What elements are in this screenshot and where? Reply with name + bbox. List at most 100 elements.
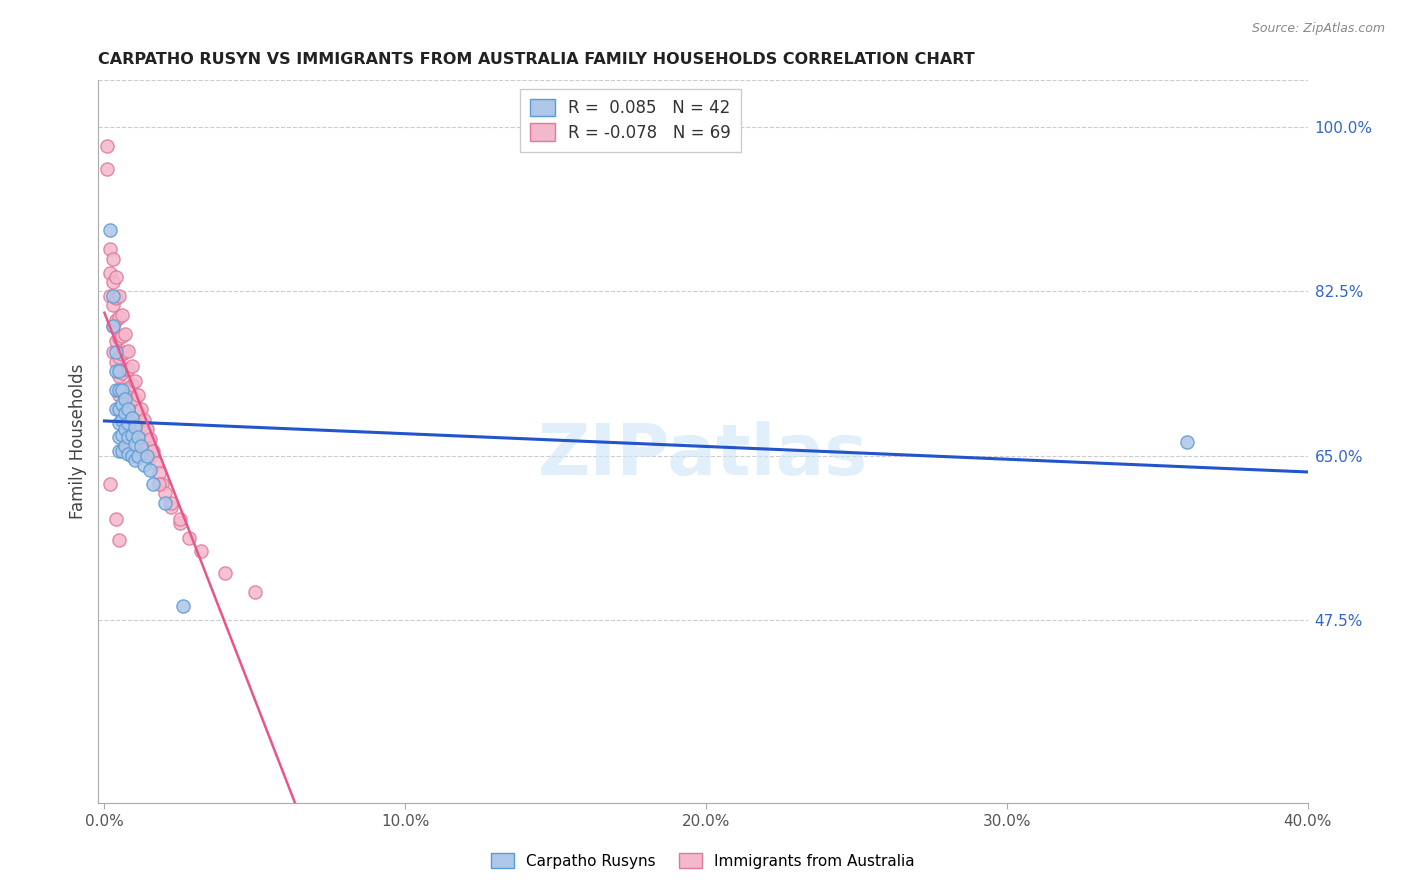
Point [111,347,134,361]
Point [100,289,122,303]
Point [105,355,128,369]
Point [103,289,125,303]
Point [129,401,152,416]
Point [190,544,212,558]
Y-axis label: Family Households: Family Households [69,364,87,519]
Point [138,432,160,446]
Point [103,298,125,312]
Point [127,387,149,401]
Point [172,599,194,613]
Point [117,447,139,461]
Point [148,476,170,491]
Point [117,401,139,416]
Point [117,343,139,358]
Point [132,413,155,427]
Point [142,476,165,491]
Point [135,449,157,463]
Point [132,432,155,446]
Point [108,401,131,416]
Point [100,476,122,491]
Point [105,312,128,326]
Point [145,456,167,470]
Point [124,392,146,407]
Point [105,512,128,526]
Point [105,364,128,378]
Point [138,463,160,477]
Point [142,444,165,458]
Point [124,420,146,434]
Point [1175,434,1198,449]
Point [108,364,131,378]
Point [129,439,152,453]
Point [117,416,139,430]
Point [169,516,191,531]
Point [159,500,181,515]
Point [114,392,136,407]
Point [105,291,128,305]
Point [111,397,134,411]
Point [111,366,134,380]
Point [129,437,152,451]
Point [111,308,134,322]
Point [103,319,125,334]
Point [100,242,122,256]
Point [103,319,125,334]
Point [124,374,146,388]
Point [108,430,131,444]
Point [135,441,157,455]
Point [132,458,155,472]
Point [114,406,136,420]
Point [108,368,131,383]
Point [111,328,134,343]
Point [117,397,139,411]
Point [103,275,125,289]
Point [114,326,136,341]
Point [105,401,128,416]
Point [111,428,134,442]
Point [121,428,143,442]
Point [114,345,136,359]
Point [214,566,236,580]
Point [135,422,157,436]
Point [111,444,134,458]
Point [111,383,134,397]
Point [127,405,149,419]
Point [138,450,160,465]
Point [127,449,149,463]
Point [121,396,143,410]
Point [121,378,143,392]
Point [121,359,143,374]
Point [114,362,136,376]
Point [117,362,139,376]
Point [148,466,170,480]
Point [108,350,131,364]
Point [150,476,173,491]
Point [124,437,146,451]
Point [243,584,266,599]
Text: Source: ZipAtlas.com: Source: ZipAtlas.com [1251,22,1385,36]
Point [100,266,122,280]
Point [96,162,118,177]
Point [117,430,139,444]
Point [177,531,200,545]
Point [105,383,128,397]
Point [121,449,143,463]
Text: ZIPatlas: ZIPatlas [538,422,868,491]
Point [105,270,128,285]
Point [114,439,136,453]
Point [108,387,131,401]
Point [96,139,118,153]
Legend: Carpatho Rusyns, Immigrants from Australia: Carpatho Rusyns, Immigrants from Austral… [485,847,921,875]
Point [100,223,122,237]
Point [159,495,181,509]
Point [103,345,125,359]
Point [114,422,136,436]
Point [124,409,146,424]
Point [127,422,149,436]
Point [153,495,176,509]
Point [121,411,143,425]
Point [108,383,131,397]
Point [169,512,191,526]
Point [111,413,134,427]
Point [108,533,131,547]
